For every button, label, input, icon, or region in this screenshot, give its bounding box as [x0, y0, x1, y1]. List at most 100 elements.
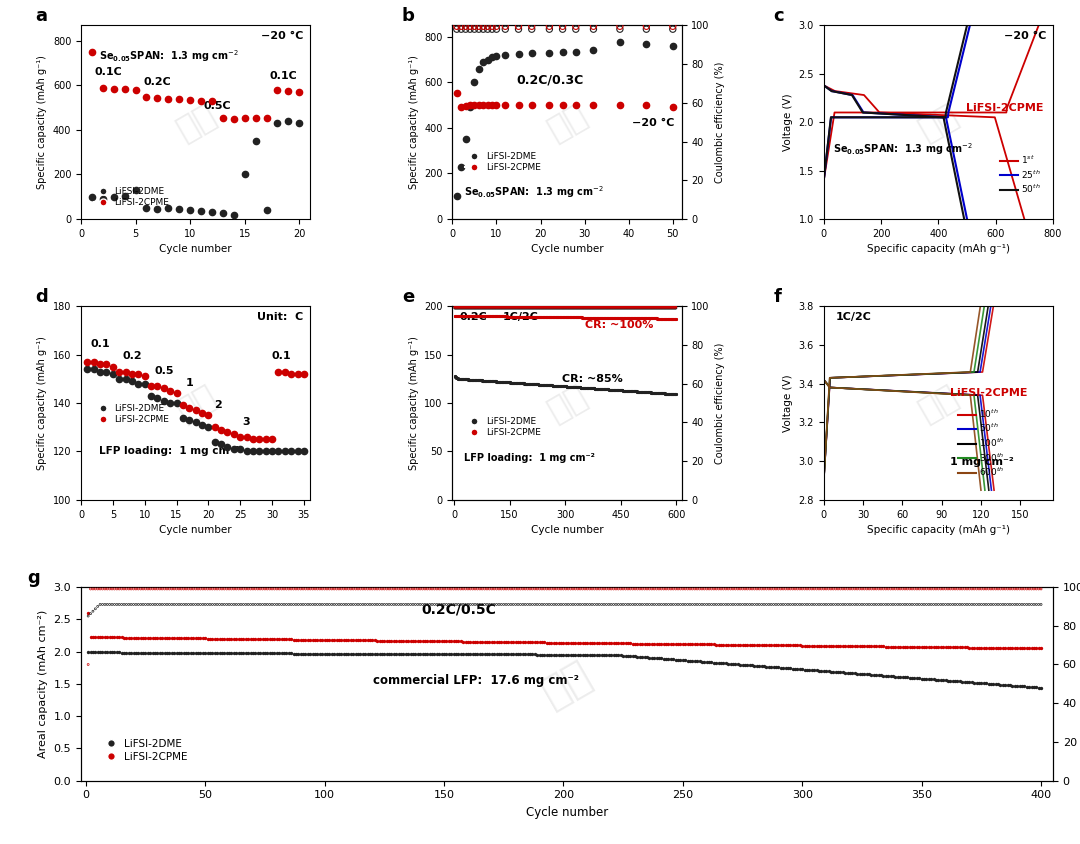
Point	[386, 598, 403, 611]
Point	[554, 301, 571, 315]
Point	[602, 383, 619, 397]
Point	[661, 301, 678, 315]
Point	[594, 382, 611, 396]
Point	[197, 647, 214, 660]
Point	[633, 301, 650, 315]
Point	[646, 301, 663, 315]
Point	[600, 648, 618, 662]
Point	[646, 598, 663, 611]
Point	[498, 636, 515, 649]
Point	[467, 300, 484, 314]
Point	[877, 640, 894, 653]
Point	[526, 300, 543, 314]
Point	[494, 376, 511, 389]
Point	[636, 598, 653, 611]
Point	[621, 300, 638, 314]
Point	[446, 370, 463, 383]
Point	[266, 632, 283, 646]
Point	[567, 582, 584, 596]
Point	[664, 100, 681, 114]
Point	[638, 300, 656, 314]
Point	[333, 598, 350, 611]
Point	[652, 311, 670, 325]
Point	[784, 662, 801, 675]
Text: 0.1: 0.1	[91, 339, 110, 349]
Point	[549, 311, 566, 324]
Y-axis label: Specific capacity (mAh g⁻¹): Specific capacity (mAh g⁻¹)	[408, 336, 419, 470]
Point	[504, 310, 522, 323]
Point	[820, 664, 837, 678]
Point	[378, 634, 395, 647]
Point	[896, 598, 914, 611]
Point	[623, 384, 640, 398]
Point	[307, 582, 324, 596]
Point	[563, 301, 580, 315]
Point	[681, 637, 699, 651]
Point	[1018, 582, 1036, 596]
Point	[476, 582, 494, 596]
Point	[518, 300, 536, 314]
Point	[602, 300, 619, 314]
Point	[216, 647, 233, 660]
Point	[507, 310, 524, 323]
Point	[765, 660, 782, 674]
Point	[538, 582, 555, 596]
Point	[867, 582, 885, 596]
Point	[92, 645, 109, 658]
Point	[650, 637, 667, 651]
Point	[622, 301, 639, 315]
Point	[987, 582, 1004, 596]
Point	[451, 372, 469, 386]
Point	[244, 647, 261, 660]
Point	[556, 311, 573, 324]
Point	[607, 636, 624, 650]
Point	[514, 300, 531, 314]
Point	[633, 385, 650, 398]
Point	[906, 582, 923, 596]
Point	[894, 598, 912, 611]
Point	[597, 382, 615, 396]
Point	[741, 638, 758, 652]
Point	[619, 636, 636, 650]
Point	[173, 631, 190, 645]
Point	[603, 301, 620, 315]
Point	[203, 206, 220, 219]
Point	[849, 598, 866, 611]
Point	[501, 301, 518, 315]
Point	[516, 301, 534, 315]
Point	[717, 638, 734, 652]
Point	[534, 311, 551, 324]
Point	[571, 311, 589, 324]
Point	[849, 640, 866, 653]
Point	[473, 300, 490, 314]
Point	[447, 300, 464, 314]
Point	[566, 311, 583, 324]
Point	[598, 301, 616, 315]
Point	[495, 598, 512, 611]
Point	[594, 311, 611, 325]
Point	[104, 630, 121, 644]
Point	[499, 310, 516, 323]
Point	[565, 300, 582, 314]
Point	[359, 634, 376, 647]
Point	[626, 311, 644, 325]
Point	[553, 300, 570, 314]
Point	[796, 582, 813, 596]
Point	[667, 387, 685, 401]
Point	[555, 380, 572, 393]
Point	[333, 582, 350, 596]
Text: 谢佳: 谢佳	[541, 98, 593, 147]
Point	[565, 301, 582, 315]
Point	[522, 377, 539, 391]
Point	[297, 633, 314, 647]
Point	[649, 301, 666, 315]
Point	[526, 310, 543, 323]
Point	[548, 598, 565, 611]
Point	[545, 311, 563, 324]
Point	[316, 598, 334, 611]
Point	[610, 301, 627, 315]
Point	[804, 582, 821, 596]
Point	[635, 301, 652, 315]
Point	[928, 598, 945, 611]
Point	[457, 635, 474, 648]
